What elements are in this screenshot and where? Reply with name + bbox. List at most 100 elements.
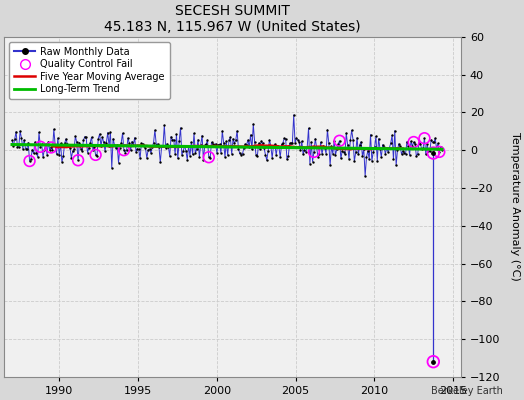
- Point: [201, 142, 209, 148]
- Point: [378, 142, 387, 148]
- Point: [36, 144, 45, 150]
- Point: [143, 155, 151, 161]
- Legend: Raw Monthly Data, Quality Control Fail, Five Year Moving Average, Long-Term Tren: Raw Monthly Data, Quality Control Fail, …: [9, 42, 169, 99]
- Point: [191, 150, 200, 156]
- Point: [91, 152, 100, 158]
- Point: [236, 150, 244, 157]
- Point: [323, 126, 332, 133]
- Point: [78, 148, 86, 154]
- Point: [86, 139, 94, 146]
- Point: [409, 139, 418, 145]
- Point: [359, 146, 368, 152]
- Point: [70, 146, 78, 152]
- Point: [211, 141, 220, 147]
- Point: [362, 154, 370, 160]
- Point: [429, 358, 438, 365]
- Point: [59, 153, 68, 160]
- Point: [302, 149, 310, 155]
- Point: [112, 145, 120, 152]
- Point: [429, 150, 438, 156]
- Point: [377, 154, 386, 160]
- Point: [46, 147, 54, 153]
- Point: [166, 153, 174, 160]
- Point: [113, 142, 122, 148]
- Point: [310, 149, 318, 155]
- Point: [280, 135, 289, 142]
- Point: [105, 143, 113, 149]
- Point: [204, 154, 213, 160]
- Point: [415, 140, 423, 146]
- Point: [268, 155, 276, 161]
- Point: [383, 145, 391, 151]
- Point: [198, 132, 206, 139]
- Point: [48, 147, 57, 153]
- Point: [88, 134, 96, 140]
- Point: [272, 152, 280, 158]
- Point: [8, 137, 16, 144]
- Point: [176, 124, 184, 131]
- Point: [28, 146, 37, 153]
- Point: [220, 140, 228, 146]
- Point: [333, 146, 341, 152]
- Point: [429, 358, 438, 365]
- Point: [284, 152, 292, 159]
- Point: [403, 138, 411, 145]
- Point: [136, 155, 144, 162]
- Point: [126, 147, 135, 154]
- Point: [291, 140, 299, 146]
- Point: [184, 143, 193, 149]
- Point: [179, 148, 188, 154]
- Point: [194, 136, 202, 143]
- Point: [98, 134, 106, 140]
- Point: [40, 146, 49, 153]
- Point: [292, 135, 301, 141]
- Point: [155, 144, 163, 150]
- Point: [341, 150, 349, 157]
- Point: [226, 134, 235, 140]
- Point: [400, 150, 408, 156]
- Point: [141, 145, 150, 151]
- Point: [373, 158, 381, 164]
- Point: [171, 151, 179, 157]
- Point: [93, 152, 101, 159]
- Point: [227, 151, 236, 157]
- Point: [335, 138, 344, 144]
- Point: [407, 138, 415, 144]
- Point: [23, 146, 31, 152]
- Point: [47, 144, 56, 151]
- Point: [232, 137, 240, 143]
- Point: [368, 158, 376, 164]
- Point: [24, 140, 32, 146]
- Point: [44, 138, 52, 145]
- Point: [335, 138, 344, 144]
- Point: [17, 135, 26, 141]
- Point: [148, 144, 156, 151]
- Point: [422, 151, 430, 157]
- Point: [324, 140, 333, 146]
- Point: [102, 139, 111, 146]
- Point: [13, 144, 21, 150]
- Point: [168, 137, 177, 143]
- Point: [315, 151, 323, 157]
- Point: [434, 140, 442, 147]
- Point: [82, 134, 90, 141]
- Point: [237, 152, 245, 158]
- Point: [418, 146, 426, 152]
- Point: [130, 134, 139, 141]
- Point: [394, 147, 402, 153]
- Point: [322, 150, 330, 157]
- Point: [343, 142, 352, 148]
- Point: [101, 148, 109, 154]
- Point: [156, 159, 165, 166]
- Point: [298, 138, 306, 144]
- Point: [427, 137, 435, 143]
- Point: [110, 142, 118, 148]
- Point: [225, 137, 233, 144]
- Point: [107, 165, 116, 171]
- Point: [286, 140, 294, 146]
- Point: [222, 138, 231, 144]
- Point: [161, 145, 170, 151]
- Point: [170, 136, 178, 143]
- Point: [125, 140, 134, 146]
- Point: [245, 144, 254, 150]
